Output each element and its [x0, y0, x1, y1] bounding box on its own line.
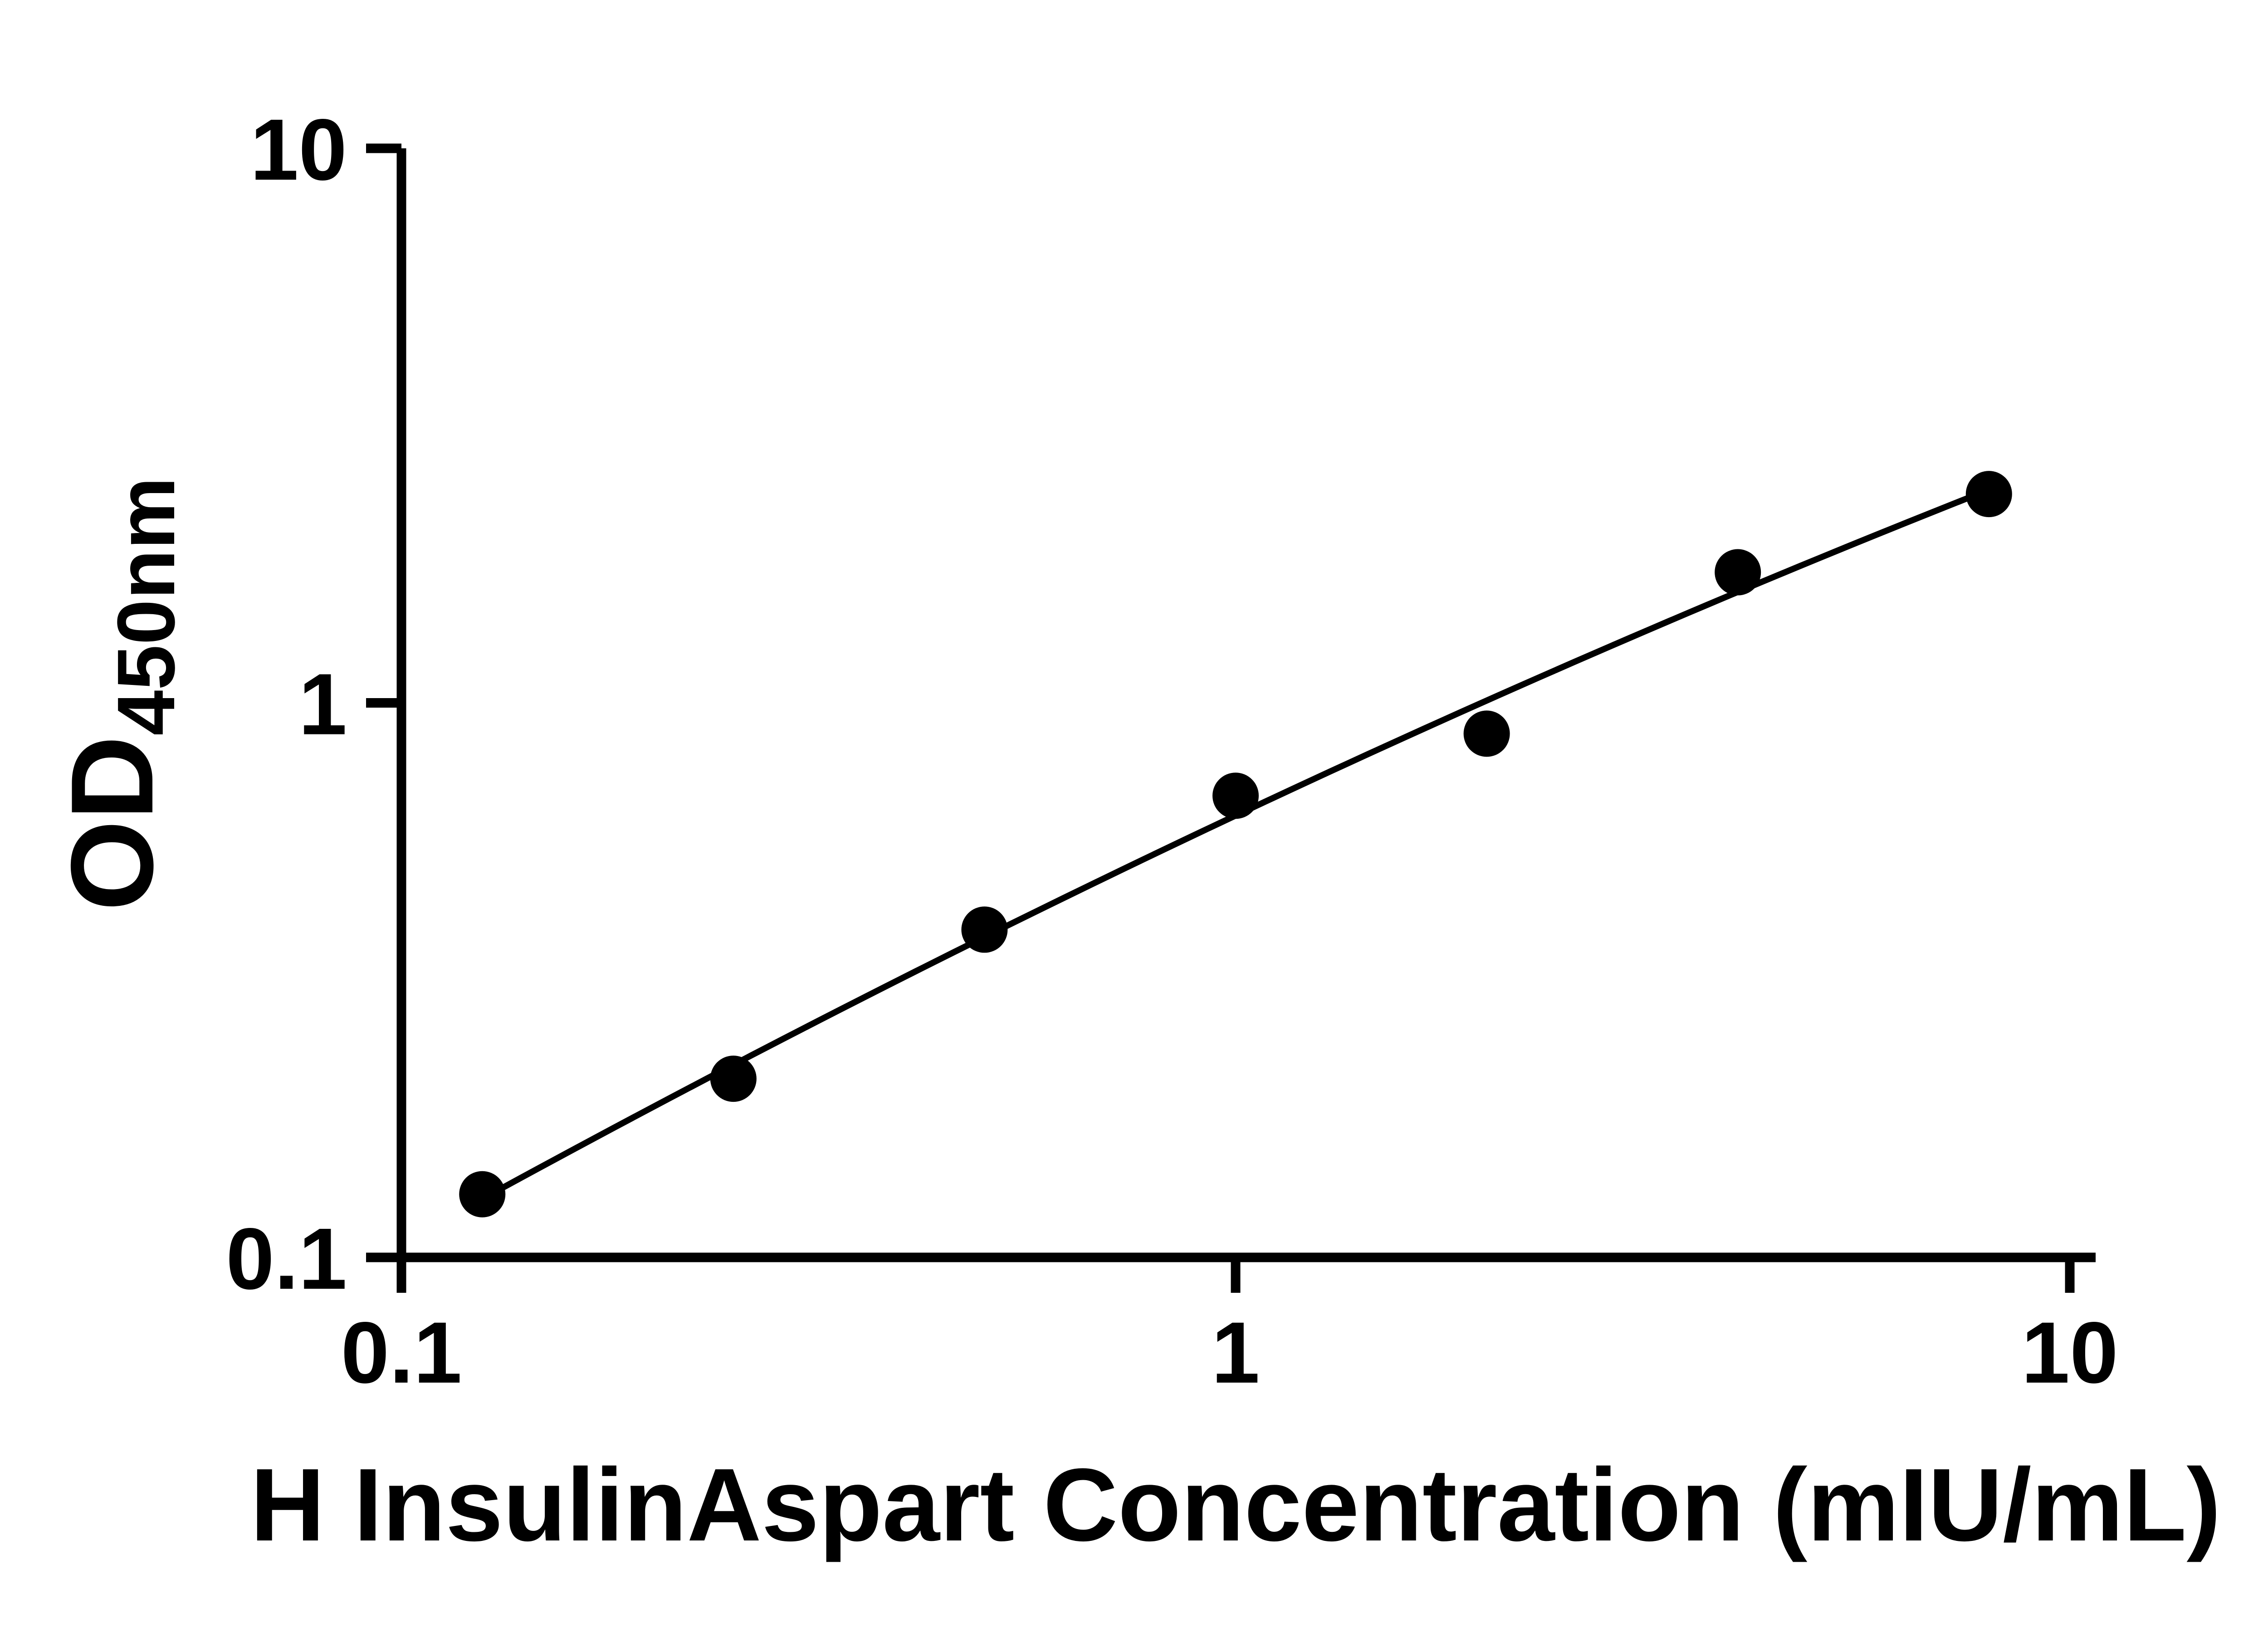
y-axis-title: OD450nm [46, 477, 192, 911]
data-point [1965, 471, 2012, 518]
x-tick-label: 0.1 [341, 1304, 462, 1401]
y-tick-label: 0.1 [226, 1210, 347, 1307]
data-point [1715, 549, 1761, 596]
y-tick-label: 10 [250, 101, 347, 198]
x-tick-label: 10 [2021, 1304, 2118, 1401]
tick-labels-layer: 0.1 1 10 0.1 1 10 [226, 101, 2118, 1401]
data-point [1463, 710, 1510, 757]
data-point [961, 906, 1008, 953]
fit-curve-layer [479, 486, 1992, 1202]
x-tick-label: 1 [1212, 1304, 1260, 1401]
fit-curve [479, 486, 1992, 1202]
x-axis-title: H InsulinAspart Concentration (mIU/mL) [250, 1447, 2221, 1563]
y-axis-title-subscript: 450nm [101, 477, 192, 735]
y-axis-title-main: OD [46, 736, 177, 911]
y-tick-label: 1 [298, 655, 347, 753]
axes [366, 143, 2096, 1293]
data-points-layer [459, 471, 2012, 1217]
data-point [710, 1056, 757, 1102]
data-point [1212, 772, 1259, 819]
data-point [459, 1171, 506, 1217]
